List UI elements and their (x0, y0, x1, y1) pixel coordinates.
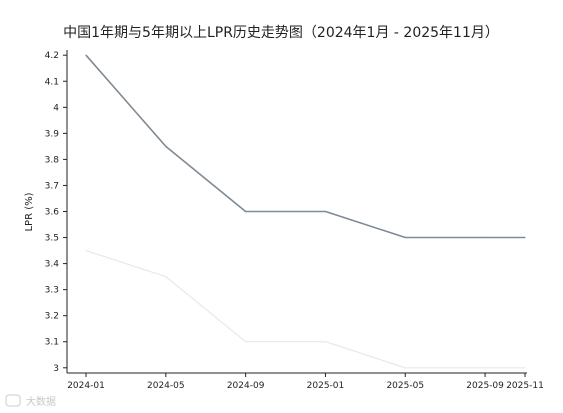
series-line-2 (85, 250, 525, 369)
series-point-1 (324, 210, 327, 213)
y-tick-label: 3.3 (45, 286, 59, 296)
plot-area: 3 3.1 3.2 3.3 3.4 3.5 3.6 3.7 3.8 3.9 4 4.1 4.2 2024-… (45, 50, 544, 391)
series-point-2 (324, 341, 327, 343)
y-tick-label: 3.2 (45, 312, 59, 322)
watermark-text: 大数据 (26, 395, 56, 408)
y-tick-label: 3.7 (45, 181, 59, 191)
y-axis-label: LPR (%) (24, 192, 35, 231)
y-tick-label: 3.5 (45, 234, 59, 244)
series-point-1 (85, 54, 87, 56)
series-point-1 (404, 236, 406, 239)
series-point-1 (484, 236, 486, 239)
series-point-2 (404, 367, 406, 369)
y-tick-label: 4.1 (45, 77, 59, 87)
y-tick-label: 4 (53, 103, 59, 113)
watermark-logo-icon (5, 394, 21, 407)
x-tick-label: 2024-09 (227, 381, 265, 391)
x-tick-label: 2024-01 (67, 381, 105, 391)
series-point-1 (165, 145, 167, 147)
series-point-2 (245, 341, 247, 343)
series-point-2 (484, 367, 486, 369)
x-tick-label: 2025-11 (506, 381, 544, 391)
series-line-1 (85, 54, 525, 239)
series-point-2 (85, 250, 87, 252)
y-tick-label: 3.1 (45, 338, 59, 348)
y-tick-label: 3.9 (45, 129, 60, 139)
x-tick-label: 2024-05 (147, 381, 185, 391)
y-tick-label: 3.6 (45, 208, 60, 218)
x-tick-label: 2025-09 (466, 381, 504, 391)
chart-title: 中国1年期与5年期以上LPR历史走势图（2024年1月 - 2025年11月） (63, 25, 499, 41)
x-tick-label: 2025-01 (307, 381, 345, 391)
y-tick-label: 4.2 (45, 51, 59, 61)
y-tick-label: 3.4 (45, 260, 60, 270)
y-tick-label: 3 (53, 364, 59, 374)
series-point-2 (165, 276, 167, 278)
series-point-2 (524, 367, 526, 369)
watermark: 大数据 (5, 394, 56, 408)
x-tick-label: 2025-05 (386, 381, 424, 391)
series-point-1 (245, 210, 247, 213)
series-point-1 (524, 236, 526, 239)
y-tick-label: 3.8 (45, 155, 60, 165)
